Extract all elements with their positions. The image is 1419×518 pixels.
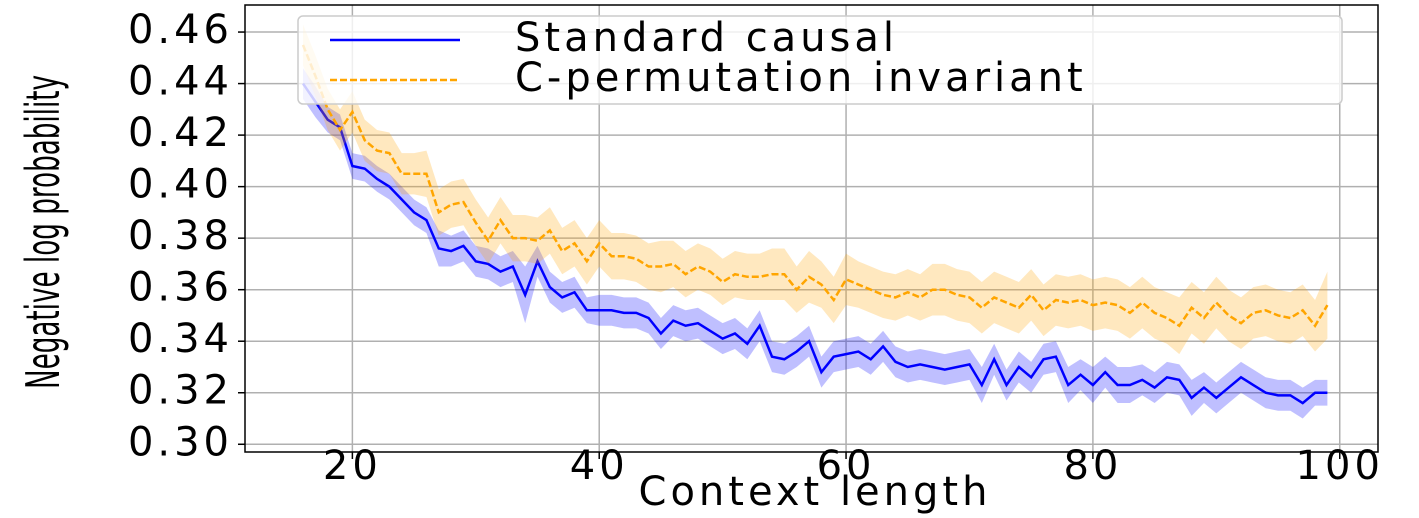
y-tick-label: 0.38 xyxy=(128,213,233,259)
y-tick-label: 0.44 xyxy=(128,59,233,105)
error-band xyxy=(303,68,1328,419)
y-tick-label: 0.42 xyxy=(128,110,233,156)
y-tick-label: 0.30 xyxy=(128,419,233,465)
y-tick-label: 0.32 xyxy=(128,368,233,414)
y-tick-label: 0.40 xyxy=(128,162,233,208)
x-tick-label: 100 xyxy=(1296,443,1384,489)
y-axis-label: Negative log probability xyxy=(16,75,70,389)
legend-label: C-permutation invariant xyxy=(515,55,1087,101)
legend-box xyxy=(297,15,1343,105)
x-tick-label: 60 xyxy=(817,443,876,489)
x-tick-label: 20 xyxy=(323,443,382,489)
series-line xyxy=(301,82,1328,405)
plot-frame xyxy=(244,4,1379,453)
x-axis-label: Context length xyxy=(639,469,992,515)
y-tick-label: 0.34 xyxy=(128,316,233,362)
x-tick-label: 80 xyxy=(1063,443,1122,489)
y-tick-label: 0.36 xyxy=(128,265,233,311)
series-line xyxy=(301,44,1329,328)
error-band xyxy=(303,24,1328,355)
legend-label: Standard causal xyxy=(515,15,898,61)
y-tick-label: 0.46 xyxy=(128,7,233,53)
x-tick-label: 40 xyxy=(570,443,629,489)
